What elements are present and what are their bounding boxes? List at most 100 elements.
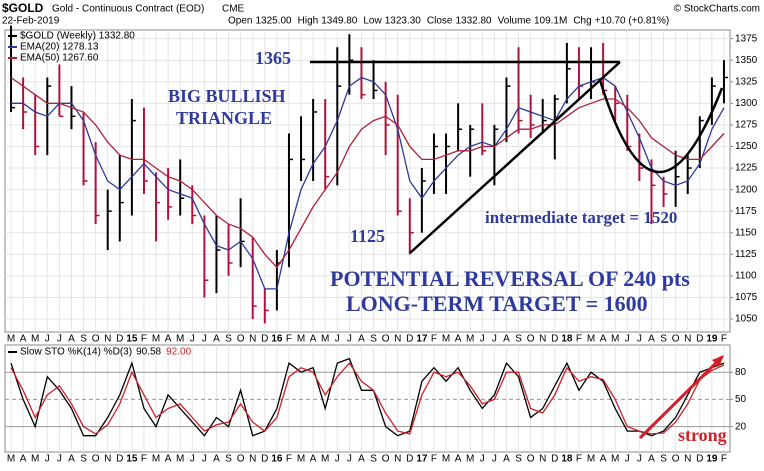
- quote-value: +10.70 (+0.81%): [595, 16, 670, 27]
- x-tick-label: O: [527, 454, 535, 465]
- x-tick-label: J: [492, 334, 497, 345]
- quote-label: Close: [427, 16, 453, 27]
- x-tick-label: 18: [561, 334, 573, 345]
- annotation: BIG BULLISH: [168, 86, 286, 106]
- x-tick-label: A: [213, 334, 220, 345]
- x-tick-label: A: [165, 454, 172, 465]
- x-tick-label: M: [321, 454, 329, 465]
- x-tick-label: A: [310, 334, 317, 345]
- x-tick-label: F: [576, 454, 582, 465]
- momentum-arrow: [638, 355, 724, 440]
- x-tick-label: F: [721, 334, 727, 345]
- x-tick-label: J: [202, 334, 207, 345]
- x-tick-label: S: [515, 334, 522, 345]
- x-tick-label: N: [684, 334, 691, 345]
- x-tick-label: J: [637, 454, 642, 465]
- x-tick-label: M: [152, 334, 160, 345]
- legend-entry: $GOLD (Weekly) 1332.80: [20, 31, 135, 42]
- x-tick-label: S: [225, 454, 232, 465]
- x-tick-label: N: [249, 454, 256, 465]
- quote-label: Chg: [573, 16, 591, 27]
- x-tick-label: J: [492, 454, 497, 465]
- x-tick-label: F: [576, 334, 582, 345]
- x-tick-label: D: [696, 454, 703, 465]
- x-tick-label: S: [80, 334, 87, 345]
- x-tick-label: J: [347, 334, 352, 345]
- x-tick-label: N: [539, 334, 546, 345]
- x-tick-label: J: [190, 334, 195, 345]
- x-tick-label: S: [370, 454, 377, 465]
- panel-frame: [4, 344, 731, 453]
- x-tick-label: 19: [706, 334, 718, 345]
- x-tick-label: F: [141, 334, 147, 345]
- cup-curve: [598, 79, 724, 174]
- x-tick-label: S: [515, 454, 522, 465]
- x-tick-label: F: [431, 454, 437, 465]
- x-tick-label: 15: [126, 454, 138, 465]
- x-tick-label: A: [165, 334, 172, 345]
- annotation: POTENTIAL REVERSAL OF 240 pts: [330, 266, 690, 291]
- x-tick-label: M: [611, 454, 619, 465]
- x-tick-label: A: [358, 334, 365, 345]
- quote-value: 109.1M: [534, 16, 567, 27]
- x-tick-label: N: [539, 454, 546, 465]
- quote-value: 1323.30: [385, 16, 422, 27]
- x-tick-label: F: [286, 454, 292, 465]
- x-tick-label: O: [92, 334, 100, 345]
- x-tick-label: O: [237, 454, 245, 465]
- x-tick-label: J: [57, 454, 62, 465]
- annotations: 1365 BIG BULLISH TRIANGLE 1125 intermedi…: [168, 48, 727, 445]
- x-tick-label: A: [310, 454, 317, 465]
- support-line: [409, 61, 621, 254]
- description: Gold - Continuous Contract (EOD): [52, 4, 204, 15]
- x-tick-label: M: [297, 454, 305, 465]
- x-tick-label: 18: [561, 454, 573, 465]
- quote-value: 1332.80: [455, 16, 492, 27]
- annotation: intermediate target = 1520: [485, 208, 677, 227]
- x-tick-label: D: [116, 334, 123, 345]
- x-tick-label: M: [321, 334, 329, 345]
- quote-label: Low: [363, 16, 382, 27]
- x-tick-label: O: [382, 454, 390, 465]
- y-tick-label: 80: [735, 367, 747, 378]
- x-tick-label: A: [20, 334, 27, 345]
- quote-value: 1349.80: [321, 16, 358, 27]
- panel-frame: [4, 29, 731, 333]
- x-tick-label: D: [406, 454, 413, 465]
- quote-value: 1325.00: [255, 16, 292, 27]
- y-tick-label: 1250: [735, 141, 758, 152]
- line-series: [11, 76, 725, 290]
- x-tick-label: A: [455, 454, 462, 465]
- line-series: [10, 362, 725, 435]
- x-tick-label: J: [202, 454, 207, 465]
- x-tick-label: S: [370, 334, 377, 345]
- x-tick-label: N: [684, 454, 691, 465]
- x-tick-label: 19: [706, 454, 718, 465]
- x-tick-label: O: [92, 454, 100, 465]
- x-tick-label: M: [7, 334, 15, 345]
- x-tick-label: M: [31, 454, 39, 465]
- x-tick-label: A: [20, 454, 27, 465]
- x-tick-label: F: [141, 454, 147, 465]
- x-tick-label: J: [347, 454, 352, 465]
- x-tick-label: J: [625, 454, 630, 465]
- x-tick-label: M: [31, 334, 39, 345]
- symbol: $GOLD: [2, 1, 44, 15]
- date: 22-Feb-2019: [2, 16, 60, 27]
- y-tick-label: 1175: [735, 206, 757, 217]
- x-tick-label: N: [249, 334, 256, 345]
- x-tick-label: D: [406, 334, 413, 345]
- x-tick-label: O: [527, 334, 535, 345]
- line-series: [10, 357, 725, 437]
- annotation: 1125: [350, 226, 385, 246]
- x-tick-label: N: [394, 334, 401, 345]
- x-tick-label: S: [660, 454, 667, 465]
- y-tick-label: 1225: [735, 163, 758, 174]
- y-tick-label: 1300: [735, 98, 758, 109]
- x-tick-label: O: [382, 334, 390, 345]
- x-tick-label: J: [45, 454, 50, 465]
- x-tick-label: A: [455, 334, 462, 345]
- x-tick-label: A: [213, 454, 220, 465]
- x-tick-label: A: [503, 454, 510, 465]
- y-tick-label: 1275: [735, 120, 758, 131]
